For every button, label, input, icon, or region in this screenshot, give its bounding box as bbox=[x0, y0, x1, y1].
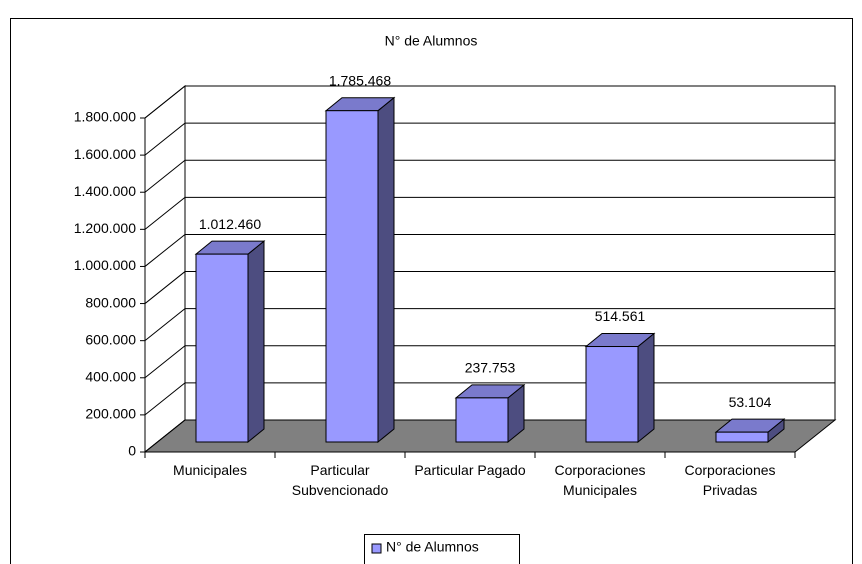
legend-swatch bbox=[371, 543, 382, 554]
grid-line bbox=[144, 85, 835, 119]
side-wall bbox=[144, 84, 186, 454]
grid-line bbox=[144, 159, 835, 193]
bar bbox=[195, 253, 249, 443]
x-tick-label: Corporaciones Municipales bbox=[554, 462, 646, 498]
bar-side bbox=[637, 332, 655, 444]
y-tick-label: 1.000.000 bbox=[74, 257, 136, 273]
y-tick-label: 200.000 bbox=[85, 406, 136, 422]
chart-title: N° de Alumnos bbox=[385, 33, 478, 49]
grid-line bbox=[144, 308, 835, 342]
value-label: 1.785.468 bbox=[329, 72, 391, 88]
bar bbox=[455, 397, 509, 443]
x-tick-label: Corporaciones Privadas bbox=[684, 462, 776, 498]
bar-side bbox=[377, 96, 395, 444]
y-tick-label: 400.000 bbox=[85, 368, 136, 384]
bar bbox=[325, 110, 379, 443]
y-tick-label: 1.600.000 bbox=[74, 146, 136, 162]
grid-line bbox=[144, 271, 835, 304]
x-tick-label: Municipales bbox=[173, 462, 247, 478]
y-tick-label: 600.000 bbox=[85, 331, 136, 347]
y-tick-label: 1.400.000 bbox=[74, 183, 136, 199]
grid-line bbox=[144, 196, 835, 230]
bar-side bbox=[247, 240, 265, 444]
x-tick-label: Particular Pagado bbox=[414, 462, 526, 478]
bar bbox=[585, 346, 639, 443]
grid-line bbox=[144, 122, 835, 156]
legend-label: N° de Alumnos bbox=[386, 539, 479, 555]
legend-box bbox=[364, 534, 520, 564]
value-label: 1.012.460 bbox=[199, 216, 261, 232]
value-label: 237.753 bbox=[465, 360, 516, 376]
bar bbox=[715, 431, 769, 443]
y-tick-label: 1.200.000 bbox=[74, 220, 136, 236]
x-tick-label: Particular Subvencionado bbox=[291, 462, 389, 498]
grid-line bbox=[144, 233, 835, 267]
y-tick-label: 800.000 bbox=[85, 294, 136, 310]
y-tick-label: 1.800.000 bbox=[74, 109, 136, 125]
y-tick-label: 0 bbox=[128, 443, 136, 459]
value-label: 53.104 bbox=[729, 394, 772, 410]
value-label: 514.561 bbox=[595, 308, 646, 324]
